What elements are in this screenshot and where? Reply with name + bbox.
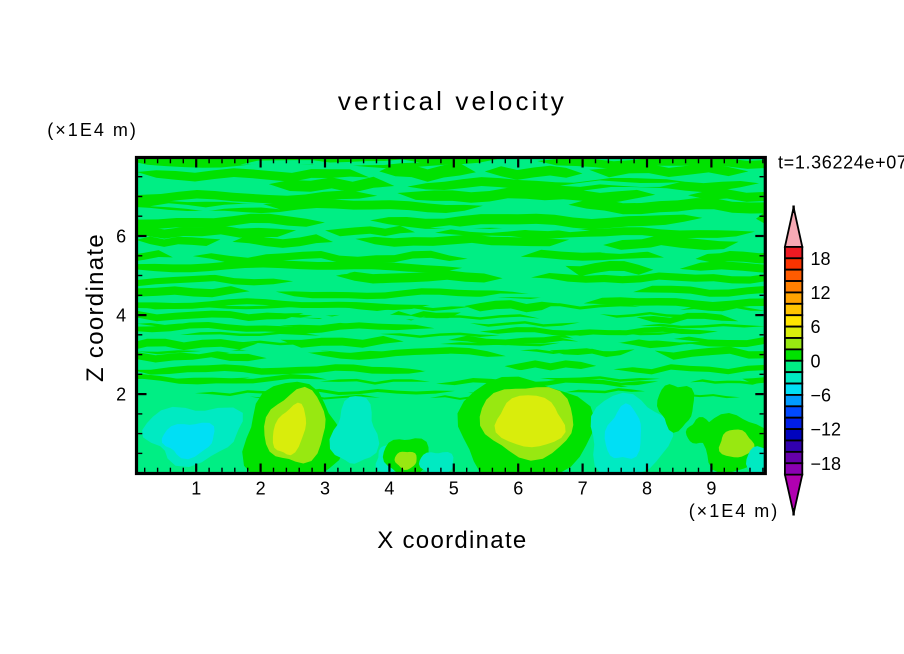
svg-text:−18: −18 (811, 454, 842, 474)
svg-text:12: 12 (811, 283, 831, 303)
svg-text:6: 6 (116, 227, 126, 247)
svg-text:4: 4 (116, 306, 126, 326)
svg-text:(×1E4 m): (×1E4 m) (47, 120, 138, 140)
svg-text:1: 1 (191, 479, 201, 499)
svg-text:8: 8 (642, 479, 652, 499)
svg-text:vertical velocity: vertical velocity (338, 86, 567, 116)
svg-text:0: 0 (811, 351, 821, 371)
svg-text:2: 2 (256, 479, 266, 499)
svg-text:2: 2 (116, 385, 126, 405)
svg-text:−12: −12 (811, 420, 842, 440)
svg-text:t=1.36224e+07: t=1.36224e+07 (778, 153, 904, 173)
svg-text:4: 4 (384, 479, 394, 499)
svg-text:−6: −6 (811, 385, 832, 405)
svg-text:Z coordinate: Z coordinate (82, 233, 109, 382)
svg-text:5: 5 (449, 479, 459, 499)
svg-text:X coordinate: X coordinate (377, 527, 527, 554)
svg-text:6: 6 (513, 479, 523, 499)
svg-text:6: 6 (811, 317, 821, 337)
svg-text:(×1E4 m): (×1E4 m) (689, 501, 780, 521)
svg-text:3: 3 (320, 479, 330, 499)
svg-text:7: 7 (578, 479, 588, 499)
svg-text:18: 18 (811, 249, 831, 269)
svg-text:9: 9 (706, 479, 716, 499)
